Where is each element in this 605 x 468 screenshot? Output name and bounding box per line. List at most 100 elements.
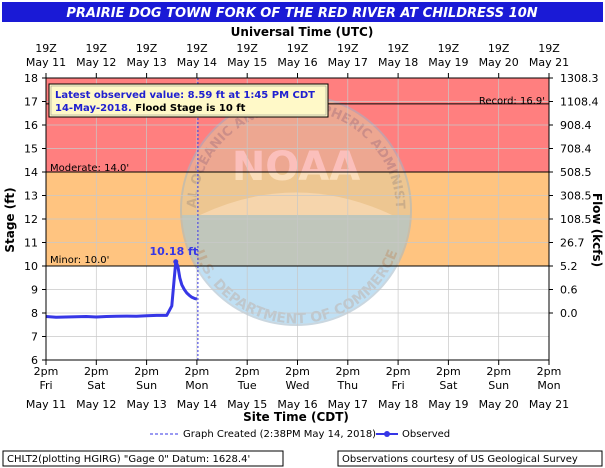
y-left-axis-title: Stage (ft) xyxy=(3,187,17,252)
utc-tick-time: 19Z xyxy=(387,42,409,55)
flow-tick-label: 0.6 xyxy=(560,284,578,297)
info-flood-stage: Flood Stage is 10 ft xyxy=(132,103,246,114)
info-date: 14-May-2018. xyxy=(55,103,132,114)
site-tick-time: 2pm xyxy=(235,365,260,378)
flow-tick-label: 1108.4 xyxy=(560,96,599,109)
utc-tick-date: May 17 xyxy=(328,56,368,69)
utc-tick-date: May 14 xyxy=(177,56,217,69)
legend: Graph Created (2:38PM May 14, 2018) Obse… xyxy=(150,429,450,440)
utc-tick-time: 19Z xyxy=(287,42,309,55)
minor-label: Minor: 10.0' xyxy=(50,255,109,266)
flow-tick-label: 708.4 xyxy=(560,143,592,156)
site-tick-date: May 12 xyxy=(76,398,116,411)
stage-tick-label: 18 xyxy=(24,72,38,85)
site-tick-date: May 19 xyxy=(428,398,468,411)
site-tick-day: Sun xyxy=(488,379,509,392)
record-label: Record: 16.9' xyxy=(479,96,545,107)
utc-tick-date: May 21 xyxy=(529,56,569,69)
utc-tick-time: 19Z xyxy=(186,42,208,55)
stage-tick-label: 11 xyxy=(24,237,38,250)
site-tick-day: Tue xyxy=(237,379,257,392)
info-line-2: 14-May-2018. Flood Stage is 10 ft xyxy=(55,103,246,114)
gridlines xyxy=(45,77,550,361)
peak-marker xyxy=(173,259,179,265)
utc-tick-time: 19Z xyxy=(35,42,57,55)
utc-tick-time: 19Z xyxy=(538,42,560,55)
stage-tick-label: 8 xyxy=(31,307,38,320)
stage-tick-label: 16 xyxy=(24,119,38,132)
site-tick-day: Sat xyxy=(439,379,458,392)
legend-created-label: Graph Created (2:38PM May 14, 2018) xyxy=(183,429,376,440)
moderate-label: Moderate: 14.0' xyxy=(50,163,129,174)
site-tick-day: Thu xyxy=(336,379,358,392)
flow-tick-label: 1308.3 xyxy=(560,72,599,85)
site-tick-time: 2pm xyxy=(34,365,59,378)
stage-tick-label: 10 xyxy=(24,260,38,273)
flow-tick-label: 508.5 xyxy=(560,166,592,179)
site-tick-date: May 20 xyxy=(479,398,519,411)
legend-observed-label: Observed xyxy=(402,429,450,440)
site-tick-time: 2pm xyxy=(134,365,159,378)
utc-tick-time: 19Z xyxy=(236,42,258,55)
site-tick-day: Wed xyxy=(286,379,310,392)
utc-tick-time: 19Z xyxy=(136,42,158,55)
flow-tick-labels: 0.0 0.6 5.2 26.7 108.5 308.5 508.5 708.4 908.4 11… xyxy=(549,72,599,320)
stage-tick-label: 7 xyxy=(31,331,38,344)
stage-tick-label: 12 xyxy=(24,213,38,226)
utc-tick-date: May 12 xyxy=(76,56,116,69)
legend-observed-marker xyxy=(384,431,390,437)
utc-tick-date: May 19 xyxy=(428,56,468,69)
utc-tick-date: May 11 xyxy=(26,56,66,69)
info-box: Latest observed value: 8.59 ft at 1:45 P… xyxy=(48,83,329,118)
flow-tick-label: 5.2 xyxy=(560,260,578,273)
site-tick-time: 2pm xyxy=(386,365,411,378)
site-tick-date: May 13 xyxy=(126,398,166,411)
footer-left-box xyxy=(2,450,284,467)
watermark-logo: NOAA xyxy=(232,144,360,190)
stage-tick-labels: 6 7 8 9 10 11 12 13 14 15 16 17 18 xyxy=(24,72,46,367)
peak-label: 10.18 ft xyxy=(149,245,198,258)
y-right-axis-title: Flow (kcfs) xyxy=(590,193,604,267)
utc-tick-date: May 20 xyxy=(479,56,519,69)
site-tick-date: May 15 xyxy=(227,398,267,411)
site-tick-date: May 14 xyxy=(177,398,217,411)
flow-tick-label: 908.4 xyxy=(560,119,592,132)
site-tick-time: 2pm xyxy=(486,365,511,378)
stage-tick-label: 17 xyxy=(24,96,38,109)
site-tick-day: Fri xyxy=(392,379,405,392)
title-bar xyxy=(2,2,603,22)
site-tick-day: Sun xyxy=(136,379,157,392)
site-tick-time: 2pm xyxy=(84,365,109,378)
utc-tick-date: May 15 xyxy=(227,56,267,69)
site-tick-time: 2pm xyxy=(436,365,461,378)
site-tick-date: May 18 xyxy=(378,398,418,411)
site-tick-day: Fri xyxy=(39,379,52,392)
utc-tick-time: 19Z xyxy=(438,42,460,55)
flow-tick-label: 26.7 xyxy=(560,237,585,250)
site-tick-time: 2pm xyxy=(185,365,210,378)
utc-tick-time: 19Z xyxy=(488,42,510,55)
footer-right-text: Observations courtesy of US Geological S… xyxy=(342,454,578,465)
site-tick-date: May 16 xyxy=(277,398,317,411)
info-line-1: Latest observed value: 8.59 ft at 1:45 P… xyxy=(55,90,315,101)
site-tick-time: 2pm xyxy=(335,365,360,378)
utc-tick-time: 19Z xyxy=(86,42,108,55)
stage-tick-label: 13 xyxy=(24,190,38,203)
utc-tick-date: May 16 xyxy=(277,56,317,69)
stage-tick-label: 6 xyxy=(31,354,38,367)
site-tick-day: Sat xyxy=(87,379,106,392)
stage-tick-label: 15 xyxy=(24,143,38,156)
site-axis-title: Site Time (CDT) xyxy=(243,410,349,424)
utc-axis-title: Universal Time (UTC) xyxy=(231,25,374,39)
footer-right-box xyxy=(337,450,603,467)
plot-area: NOAA NATIONAL OCEANIC AND ATMOSPHERIC AD… xyxy=(0,0,550,361)
flow-tick-label: 308.5 xyxy=(560,190,592,203)
site-tick-day: Mon xyxy=(537,379,560,392)
flow-tick-label: 0.0 xyxy=(560,307,578,320)
stage-tick-label: 14 xyxy=(24,166,38,179)
flow-tick-label: 108.5 xyxy=(560,213,592,226)
utc-tick-time: 19Z xyxy=(337,42,359,55)
